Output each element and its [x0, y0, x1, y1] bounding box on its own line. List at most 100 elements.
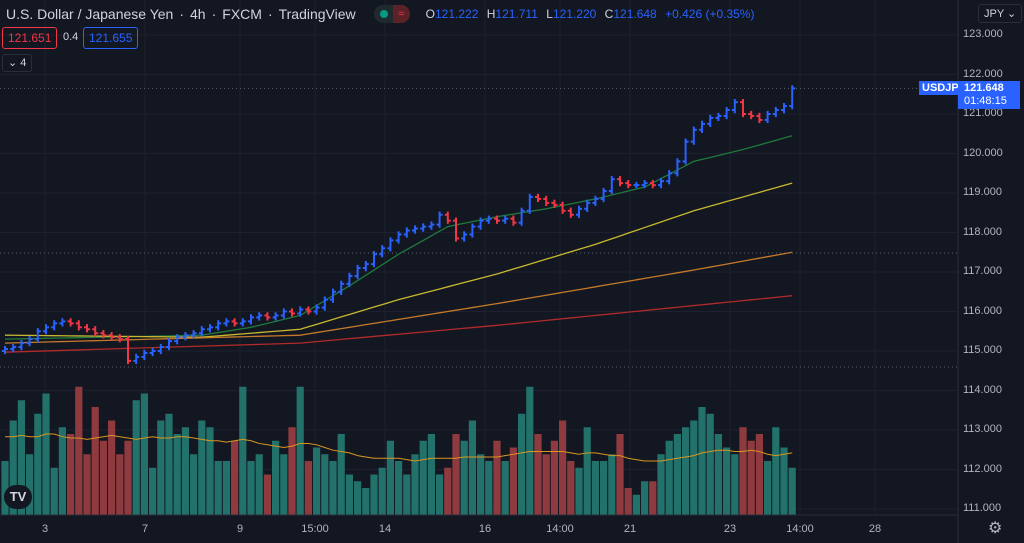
volume-bar: [91, 407, 99, 515]
ohlc-bar: [625, 179, 632, 189]
volume-bar: [698, 407, 706, 515]
ohlc-bar: [453, 217, 459, 242]
ohlc-bar: [584, 199, 591, 212]
ohlc-bar: [141, 349, 148, 361]
ohlc-bar: [313, 304, 320, 315]
ohlc-bar: [559, 201, 566, 214]
volume-bar: [518, 413, 526, 515]
volume-bar: [419, 440, 427, 515]
volume-bar: [34, 413, 42, 515]
volume-bar: [468, 420, 476, 515]
volume-bar: [493, 440, 501, 515]
sell-button[interactable]: 121.651: [2, 27, 58, 49]
volume-bar: [706, 413, 714, 515]
ohlc-bar: [502, 215, 509, 224]
wave-icon: ≈: [392, 5, 410, 23]
last-price-tag: 121.648 01:48:15: [958, 81, 1020, 109]
volume-bar: [75, 386, 83, 515]
ohlc-bar: [395, 231, 402, 244]
volume-bar: [214, 461, 222, 515]
symbol-title[interactable]: U.S. Dollar / Japanese Yen: [6, 6, 174, 22]
ohlc-bar: [707, 114, 714, 128]
volume-bar: [173, 434, 181, 515]
interval[interactable]: 4h: [190, 6, 206, 22]
ohlc-bar: [157, 343, 164, 355]
time-label: 14:00: [786, 523, 814, 535]
ohlc-bar: [649, 179, 656, 189]
volume-bar: [345, 474, 353, 515]
time-label: 14:00: [546, 523, 574, 535]
volume-bar: [452, 434, 460, 515]
ohlc-bar: [2, 345, 8, 355]
time-label: 16: [478, 523, 492, 535]
ohlc-bar: [690, 126, 697, 145]
ohlc-bar: [256, 312, 263, 321]
price-label: 115.000: [963, 344, 1002, 356]
price-label: 112.000: [963, 462, 1002, 475]
volume-bar: [772, 427, 780, 515]
time-label: 23: [723, 523, 737, 535]
volume-bar: [321, 454, 329, 515]
ohlc-bar: [305, 306, 312, 315]
ohlc-bar: [699, 120, 705, 133]
volume-bar: [304, 461, 312, 515]
ohlc-bar: [264, 312, 271, 321]
volume-bar: [608, 454, 616, 515]
ohlc-bar: [715, 112, 722, 122]
ohlc-bar: [84, 324, 90, 333]
price-label: 120.000: [963, 146, 1003, 159]
time-label: 3: [41, 523, 49, 535]
ohlc-bar: [182, 332, 189, 341]
ohlc-bar: [764, 110, 771, 124]
ohlc-bar: [543, 195, 550, 207]
currency-select[interactable]: JPY ⌄: [978, 4, 1023, 23]
volume-bar: [600, 461, 608, 515]
ohlc-bar: [116, 334, 123, 343]
ohlc-bar: [412, 225, 418, 234]
volume-bar: [780, 447, 788, 515]
volume-bar: [206, 427, 214, 515]
ohlc-bar: [617, 176, 623, 187]
ohlc-bar: [436, 211, 443, 228]
volume-bar: [263, 474, 271, 515]
volume-bar: [329, 461, 337, 515]
gear-icon[interactable]: ⚙: [988, 520, 1003, 537]
volume-bar: [501, 461, 509, 515]
volume-bar: [550, 440, 558, 515]
ohlc-bar: [133, 353, 140, 365]
ohlc-bar: [231, 318, 238, 327]
price-label: 121.000: [963, 107, 1003, 119]
time-label: 9: [236, 523, 244, 535]
spread: 0.4: [63, 31, 79, 43]
buy-button[interactable]: 121.655: [83, 27, 139, 49]
volume-bar: [231, 440, 239, 515]
volume-bar: [583, 427, 591, 515]
ohlc-bar: [198, 326, 205, 337]
ohlc-bar: [346, 272, 353, 288]
ohlc-bar: [731, 98, 738, 114]
ohlc-bar: [518, 207, 525, 226]
volume-bar: [460, 440, 468, 515]
ohlc-bar: [666, 170, 673, 185]
ohlc-bar: [608, 176, 615, 195]
volume-bar: [665, 440, 673, 515]
market-status[interactable]: ≈: [373, 5, 410, 23]
ohlc-bar: [420, 223, 427, 232]
volume-bar: [559, 420, 567, 515]
tradingview-logo[interactable]: TV: [4, 485, 32, 509]
indicators-toggle[interactable]: ⌄ 4: [2, 54, 32, 72]
price-label: 119.000: [963, 186, 1002, 198]
volume-bar: [649, 481, 657, 515]
volume-bar: [427, 434, 435, 515]
volume-bar: [222, 461, 230, 515]
volume-bar: [624, 488, 632, 515]
volume-bar: [157, 420, 165, 515]
ohlc-bar: [403, 227, 410, 238]
volume-bar: [181, 427, 189, 515]
volume-bar: [58, 427, 66, 515]
time-label: 28: [868, 523, 882, 535]
price-label: 117.000: [963, 265, 1002, 277]
ohlc-bar: [633, 181, 640, 189]
moving-average-line: [4, 182, 793, 338]
